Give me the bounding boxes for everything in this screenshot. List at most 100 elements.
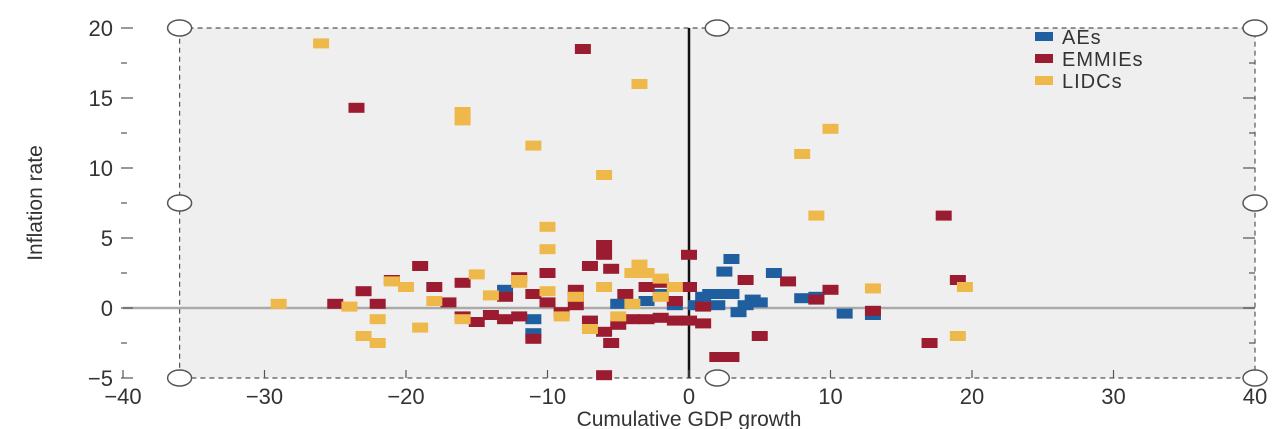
data-point-lidcs <box>398 282 414 292</box>
x-tick-label: −20 <box>387 384 424 409</box>
data-point-lidcs <box>454 107 471 117</box>
data-point-lidcs <box>539 286 556 297</box>
data-point-lidcs <box>553 311 570 322</box>
data-point-aes <box>730 307 747 318</box>
data-point-emmies <box>355 286 372 297</box>
data-point-lidcs <box>638 268 655 278</box>
data-point-emmies <box>511 311 528 322</box>
region-handle <box>704 369 731 387</box>
x-tick-label: −10 <box>529 384 566 409</box>
data-point-aes <box>765 268 782 278</box>
x-tick-label: −30 <box>246 384 283 409</box>
data-point-aes <box>709 300 726 311</box>
data-point-emmies <box>780 276 797 287</box>
data-point-lidcs <box>624 298 641 309</box>
data-point-emmies <box>723 352 740 362</box>
data-point-emmies <box>596 326 613 337</box>
data-point-lidcs <box>525 140 542 151</box>
data-point-emmies <box>567 300 584 311</box>
x-tick-label: 40 <box>1243 384 1267 409</box>
legend-label-emmies: EMMIEs <box>1062 49 1144 71</box>
data-point-emmies <box>454 277 471 288</box>
data-point-emmies <box>497 291 514 302</box>
data-point-lidcs <box>581 324 598 334</box>
data-point-lidcs <box>313 38 330 49</box>
shaded-region <box>179 28 1256 378</box>
data-point-lidcs <box>808 210 825 221</box>
data-point-emmies <box>348 102 365 113</box>
data-point-emmies <box>603 338 620 348</box>
data-point-emmies <box>617 289 634 299</box>
data-point-emmies <box>695 318 712 329</box>
y-tick-label: 5 <box>101 226 113 251</box>
data-point-aes <box>723 289 740 299</box>
data-point-lidcs <box>511 277 528 288</box>
data-point-lidcs <box>539 244 556 255</box>
data-point-emmies <box>638 282 655 292</box>
data-point-lidcs <box>631 79 648 89</box>
data-point-emmies <box>412 261 429 271</box>
data-point-lidcs <box>270 298 287 309</box>
data-point-lidcs <box>666 282 683 292</box>
data-point-lidcs <box>482 290 499 301</box>
data-point-aes <box>737 300 754 311</box>
data-point-emmies <box>737 275 754 285</box>
x-tick-label: −40 <box>104 384 141 409</box>
region-handle <box>166 369 193 387</box>
x-tick-label: 10 <box>818 384 842 409</box>
data-point-emmies <box>525 289 542 299</box>
data-point-lidcs <box>383 276 400 287</box>
data-point-emmies <box>666 296 683 306</box>
data-point-lidcs <box>956 282 973 292</box>
data-point-emmies <box>426 282 443 292</box>
data-point-emmies <box>581 261 598 271</box>
data-point-emmies <box>567 284 584 295</box>
data-point-lidcs <box>949 331 966 341</box>
data-point-emmies <box>596 370 613 381</box>
data-point-lidcs <box>468 269 485 280</box>
data-point-aes <box>610 298 627 309</box>
data-point-emmies <box>949 275 966 285</box>
data-point-aes <box>794 293 811 304</box>
data-point-aes <box>702 289 719 299</box>
data-point-emmies <box>581 315 598 326</box>
data-point-aes <box>497 284 514 295</box>
y-tick-label: 15 <box>89 86 113 111</box>
data-point-emmies <box>440 297 457 308</box>
data-point-aes <box>836 308 853 319</box>
data-point-emmies <box>864 305 881 316</box>
data-point-lidcs <box>610 311 627 322</box>
data-point-lidcs <box>454 115 471 126</box>
data-point-lidcs <box>355 331 372 341</box>
data-point-emmies <box>539 297 556 308</box>
data-point-emmies <box>525 333 542 344</box>
legend-label-lidcs: LIDCs <box>1062 71 1123 93</box>
data-point-lidcs <box>631 259 648 270</box>
data-point-lidcs <box>822 123 839 134</box>
data-point-lidcs <box>652 273 669 284</box>
x-tick-label: 30 <box>1101 384 1125 409</box>
data-point-emmies <box>596 249 613 260</box>
legend-swatch-emmies <box>1035 54 1053 63</box>
data-point-lidcs <box>652 291 669 302</box>
data-point-lidcs <box>596 282 613 292</box>
data-point-emmies <box>603 263 620 274</box>
data-point-emmies <box>610 319 627 330</box>
data-point-lidcs <box>596 170 613 180</box>
legend-label-aes: AEs <box>1062 27 1102 49</box>
legend-swatch-aes <box>1035 32 1053 41</box>
data-point-emmies <box>681 282 697 292</box>
data-point-lidcs <box>454 314 471 325</box>
region-handle <box>1242 369 1268 387</box>
data-point-emmies <box>482 310 499 320</box>
data-point-lidcs <box>341 301 358 312</box>
data-point-lidcs <box>864 283 881 294</box>
data-point-emmies <box>497 314 514 325</box>
data-point-emmies <box>681 315 697 326</box>
data-point-lidcs <box>539 221 556 232</box>
data-point-emmies <box>751 331 768 341</box>
data-point-lidcs <box>567 291 584 302</box>
data-point-aes <box>751 297 768 308</box>
y-tick-label: 10 <box>89 156 113 181</box>
